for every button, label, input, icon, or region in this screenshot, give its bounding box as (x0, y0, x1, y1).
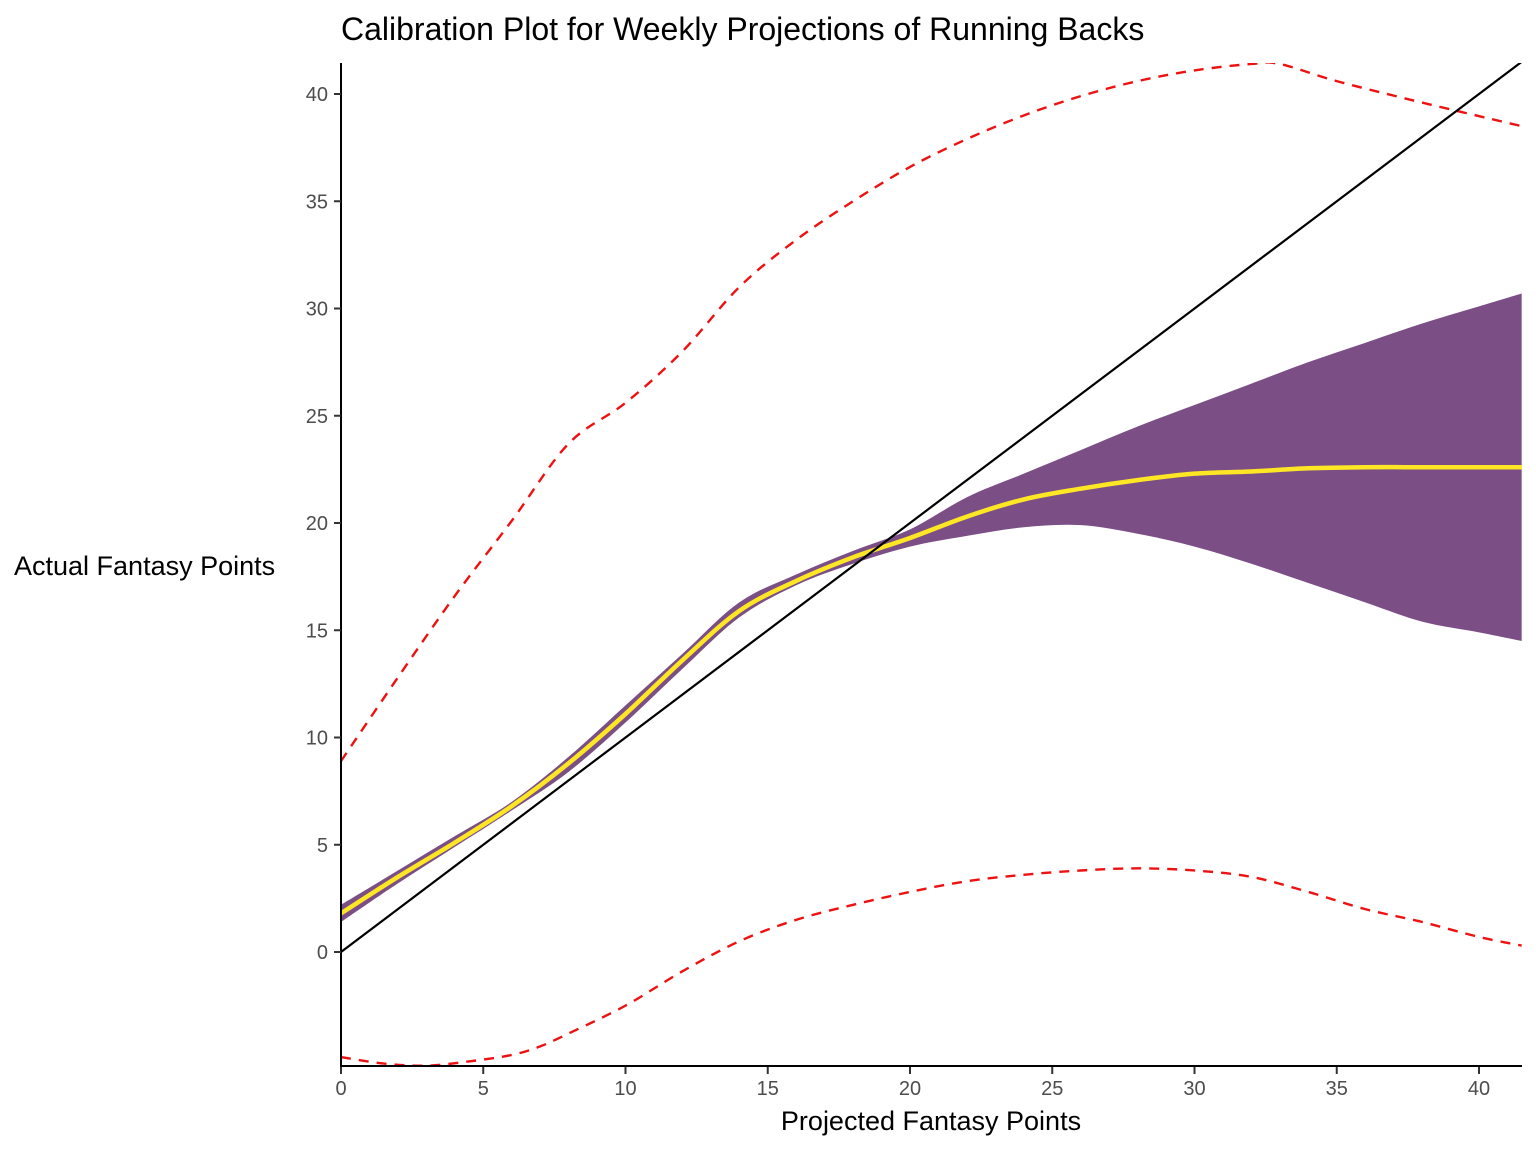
x-tick-label: 5 (478, 1078, 489, 1100)
y-axis-ticks: 0 5 10 15 20 25 30 35 40 (306, 84, 341, 964)
identity-line (341, 63, 1522, 953)
x-tick-label: 30 (1183, 1078, 1205, 1100)
confidence-ribbon (341, 293, 1522, 922)
y-tick-label: 35 (306, 191, 328, 213)
x-axis-title: Projected Fantasy Points (781, 1106, 1081, 1136)
y-tick-label: 10 (306, 728, 328, 750)
x-tick-label: 40 (1468, 1078, 1490, 1100)
y-tick-label: 0 (317, 942, 328, 964)
chart-title: Calibration Plot for Weekly Projections … (341, 11, 1144, 47)
smooth-curve (341, 464, 1522, 916)
interval-lower-line (341, 867, 1522, 1067)
plot-area (341, 63, 1522, 1067)
y-axis-title: Actual Fantasy Points (14, 551, 275, 581)
x-tick-label: 15 (757, 1078, 779, 1100)
x-tick-label: 10 (614, 1078, 636, 1100)
x-tick-label: 20 (899, 1078, 921, 1100)
y-tick-label: 15 (306, 620, 328, 642)
interval-upper-line (341, 63, 1522, 762)
y-tick-label: 25 (306, 406, 328, 428)
y-tick-label: 20 (306, 513, 328, 535)
y-tick-label: 40 (306, 84, 328, 106)
x-tick-label: 35 (1326, 1078, 1348, 1100)
y-tick-label: 5 (317, 835, 328, 857)
x-axis-ticks: 0 5 10 15 20 25 30 35 40 (335, 1067, 1490, 1100)
y-tick-label: 30 (306, 299, 328, 321)
x-tick-label: 0 (335, 1078, 346, 1100)
x-tick-label: 25 (1041, 1078, 1063, 1100)
